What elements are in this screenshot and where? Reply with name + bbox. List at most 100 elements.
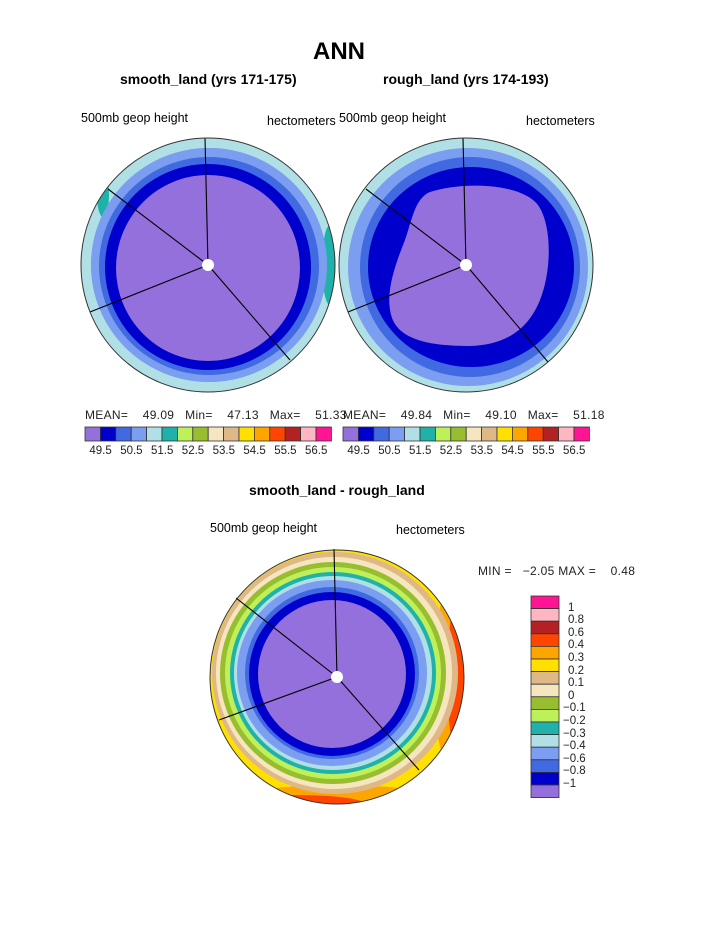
labelbar-box [434, 426, 452, 442]
labelbar-tick-label: 52.5 [181, 445, 205, 457]
plot2-meridian-line [347, 264, 467, 313]
labelbar-tick-label: 49.5 [89, 445, 112, 457]
labelbar-box [388, 426, 406, 442]
labelbar-tick-label: 0.1 [568, 677, 584, 690]
main-title: ANN [313, 38, 365, 65]
labelbar-tick-label: 51.5 [409, 445, 432, 457]
labelbar-tick-label: 50.5 [378, 445, 401, 457]
max-value: 51.33 [315, 408, 347, 422]
labelbar-box [161, 426, 178, 442]
plot2-pole-marker [460, 259, 472, 271]
plot1-stats: MEAN= 49.09 Min= 47.13 Max= 51.33 [85, 408, 347, 422]
labelbar-tick-label: 0.2 [568, 664, 584, 677]
labelbar-box [419, 426, 436, 442]
labelbar-tick-label: −0.8 [563, 765, 586, 778]
labelbar-box [530, 696, 560, 710]
plot1-meridian-line [207, 264, 291, 361]
min-label: MIN = [478, 564, 512, 578]
plot2-plot-border [338, 137, 594, 393]
labelbar-box [176, 426, 194, 442]
labelbar-tick-label: 1 [568, 601, 575, 614]
plot3-stats: MIN = −2.05 MAX = 0.48 [478, 564, 635, 578]
mean-value: 49.09 [142, 408, 175, 422]
labelbar-box [530, 759, 560, 773]
labelbar-box [530, 709, 560, 723]
plot3-right-label: hectometers [396, 523, 465, 537]
plot3-title: smooth_land - rough_land [249, 482, 425, 498]
labelbar-box [530, 784, 560, 799]
labelbar-box [373, 426, 390, 442]
labelbar-box [527, 426, 544, 442]
labelbar-box [530, 595, 560, 610]
min-value: 49.10 [485, 408, 517, 422]
labelbar-tick-label: 53.5 [212, 445, 235, 457]
plot1-meridian-line [89, 264, 209, 313]
min-value: 47.13 [227, 408, 259, 422]
labelbar-tick-label: 50.5 [120, 445, 143, 457]
plot1-labelbar [84, 426, 332, 442]
plot3-contour-band [447, 592, 464, 762]
labelbar-box [530, 721, 560, 736]
plot2-stats: MEAN= 49.84 Min= 49.10 Max= 51.18 [343, 408, 605, 422]
labelbar-box [223, 426, 240, 442]
labelbar-tick-label: −0.2 [563, 715, 586, 727]
labelbar-box [130, 426, 147, 442]
plot3-meridian-line [333, 548, 338, 678]
labelbar-tick-label: 0.8 [568, 614, 584, 627]
labelbar-tick-label: 55.5 [532, 445, 555, 457]
labelbar-tick-label: 53.5 [470, 445, 493, 457]
plot3-meridian-line [336, 676, 420, 771]
labelbar-box [146, 426, 163, 442]
labelbar-tick-label: 51.5 [151, 445, 174, 457]
plot2-meridian-line [462, 137, 467, 266]
labelbar-tick-label: 0.6 [568, 626, 584, 639]
plot1-pole-marker [202, 259, 214, 271]
mean-label: MEAN= [85, 408, 129, 422]
plot3-meridian-line [218, 676, 338, 721]
plot3-pole-marker [331, 671, 343, 683]
plot1-plot-border [80, 137, 336, 393]
labelbar-box [192, 426, 209, 442]
labelbar-box [496, 426, 513, 442]
labelbar-box [530, 620, 560, 635]
labelbar-box [530, 646, 560, 660]
plot2-polar-plot [338, 137, 594, 393]
mean-label: MEAN= [343, 408, 387, 422]
labelbar-box [269, 426, 286, 442]
plot3-polar-plot [209, 548, 465, 805]
labelbar-box [300, 426, 317, 442]
plot2-right-label: hectometers [526, 114, 595, 128]
plot1-title: smooth_land (yrs 171-175) [120, 71, 297, 87]
labelbar-tick-label: −0.3 [563, 727, 586, 740]
labelbar-tick-label: 0.4 [568, 639, 584, 652]
plot1-meridian-line [107, 188, 209, 266]
labelbar-box [530, 671, 560, 685]
plot1-meridian-line [204, 137, 209, 266]
labelbar-tick-label: −0.6 [563, 752, 586, 765]
labelbar-tick-label: 54.5 [501, 445, 524, 457]
labelbar-box [238, 426, 255, 442]
plot3-labelbar [530, 595, 560, 799]
labelbar-box [530, 658, 560, 673]
labelbar-box [342, 426, 359, 442]
labelbar-box [357, 426, 375, 442]
labelbar-tick-label: 54.5 [243, 445, 266, 457]
min-label: Min= [443, 408, 471, 422]
labelbar-box [481, 426, 498, 442]
labelbar-box [115, 426, 132, 442]
max-value: 51.18 [573, 408, 605, 422]
plot3-meridian-line [235, 597, 338, 678]
labelbar-box [530, 746, 560, 761]
labelbar-box [558, 426, 575, 442]
labelbar-box [530, 608, 560, 622]
labelbar-tick-label: 0 [568, 689, 575, 702]
labelbar-box [465, 426, 483, 442]
labelbar-box [207, 426, 224, 442]
plot1-right-label: hectometers [267, 114, 336, 128]
plot3-contours [210, 550, 464, 804]
max-value: 0.48 [610, 564, 636, 578]
labelbar-tick-label: 52.5 [439, 445, 463, 457]
plot2-labelbar [342, 426, 590, 442]
labelbar-box [284, 426, 302, 442]
labelbar-box [315, 426, 332, 442]
